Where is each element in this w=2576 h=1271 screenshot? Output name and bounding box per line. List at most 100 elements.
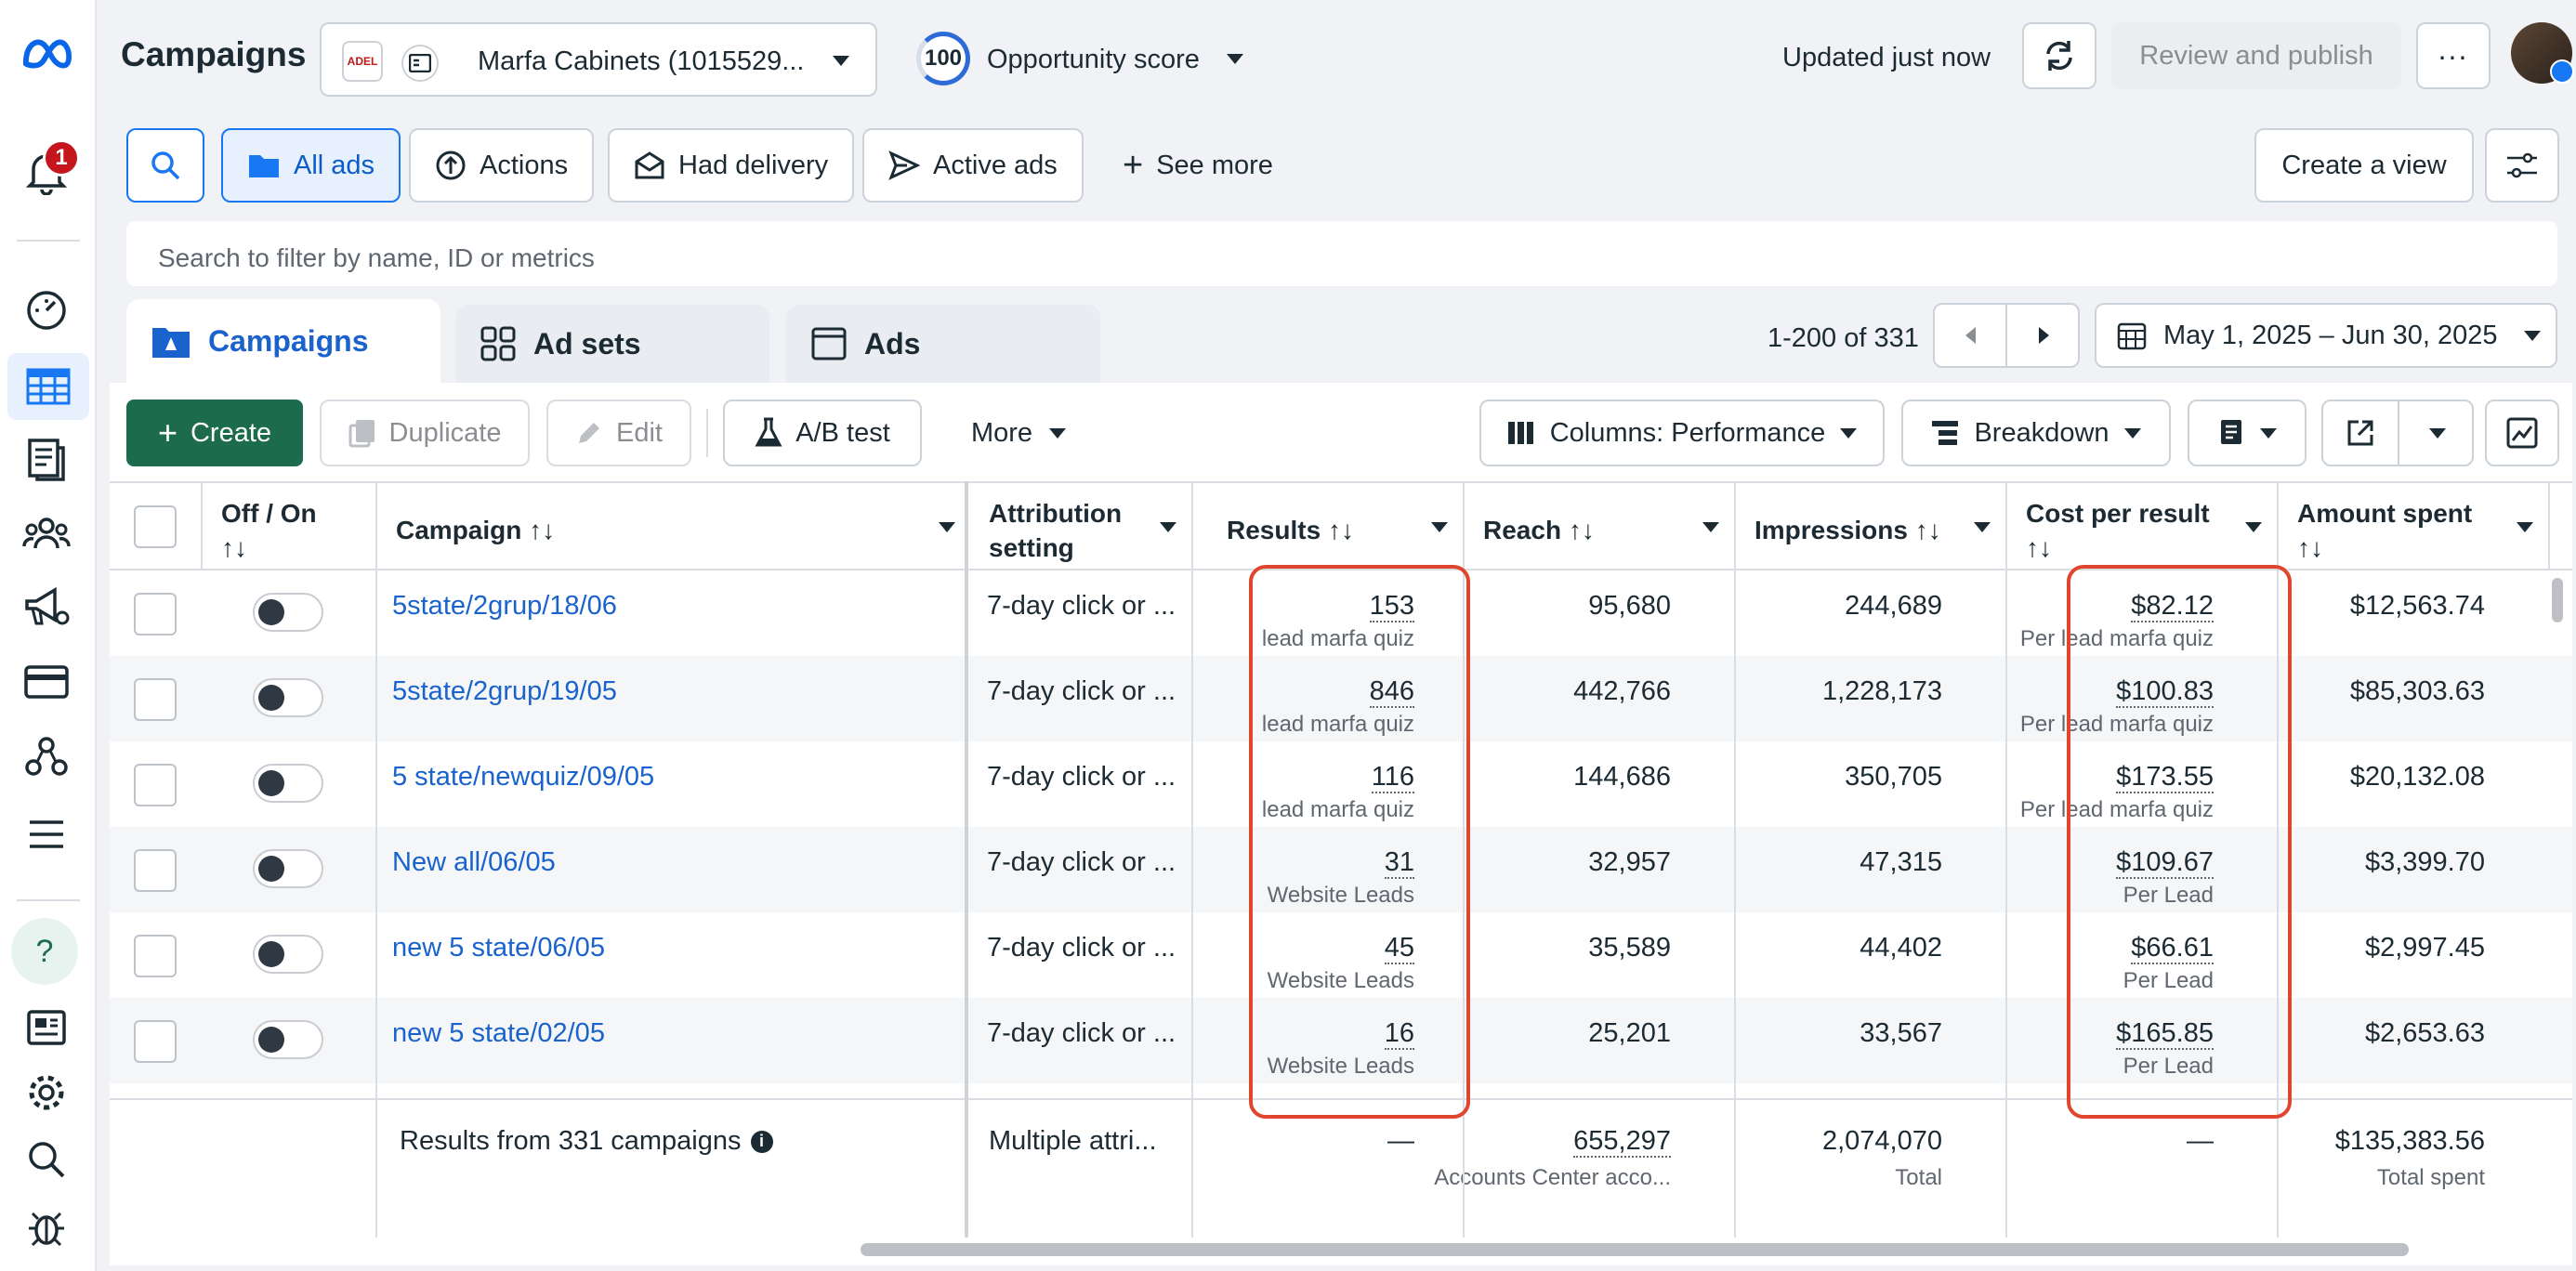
col-reach[interactable]: Reach ↑↓ <box>1483 516 1595 544</box>
results-value[interactable]: 31 <box>1384 847 1414 879</box>
meta-logo-icon[interactable] <box>20 28 72 80</box>
tab-campaigns[interactable]: Campaigns <box>126 299 440 383</box>
col-attribution[interactable]: Attribution setting <box>989 499 1123 562</box>
col-results[interactable]: Results ↑↓ <box>1227 516 1354 544</box>
vertical-scrollbar[interactable] <box>2552 578 2563 622</box>
chevron-down-icon[interactable] <box>1974 522 1991 532</box>
row-checkbox[interactable] <box>134 849 177 892</box>
select-all-checkbox[interactable] <box>134 505 177 548</box>
menu-icon[interactable] <box>20 808 72 860</box>
row-checkbox[interactable] <box>134 935 177 977</box>
table-row[interactable]: 5 state/newquiz/09/05 7-day click or ...… <box>110 741 2572 827</box>
row-checkbox[interactable] <box>134 764 177 806</box>
opportunity-score-label[interactable]: Opportunity score <box>987 45 1200 74</box>
cpr-value[interactable]: $82.12 <box>2131 591 2214 622</box>
results-value[interactable]: 16 <box>1384 1018 1414 1050</box>
tab-ads[interactable]: Ads <box>786 305 1100 383</box>
campaign-name-link[interactable]: New all/06/05 <box>392 847 556 877</box>
chevron-down-icon[interactable] <box>939 522 955 532</box>
more-actions-button[interactable]: More <box>939 400 1098 466</box>
row-checkbox[interactable] <box>134 593 177 636</box>
search-icon[interactable] <box>20 1133 72 1186</box>
chevron-down-icon[interactable] <box>2245 522 2262 532</box>
results-value[interactable]: 116 <box>1371 762 1414 793</box>
refresh-button[interactable] <box>2022 22 2096 89</box>
chevron-down-icon[interactable] <box>1227 54 1243 64</box>
dashboard-gauge-icon[interactable] <box>20 284 72 336</box>
opportunity-score-gauge[interactable]: 100 <box>916 32 970 85</box>
campaign-toggle[interactable] <box>253 593 323 632</box>
table-row[interactable]: new 5 state/06/05 7-day click or ... 45 … <box>110 912 2572 998</box>
review-publish-button[interactable]: Review and publish <box>2111 22 2401 89</box>
campaign-name-link[interactable]: 5 state/newquiz/09/05 <box>392 762 655 792</box>
col-campaign[interactable]: Campaign ↑↓ <box>396 516 556 544</box>
filter-all-ads[interactable]: All ads <box>221 128 401 203</box>
col-impressions[interactable]: Impressions ↑↓ <box>1755 516 1941 544</box>
cpr-value[interactable]: $173.55 <box>2116 762 2214 793</box>
table-row[interactable]: New all/06/05 7-day click or ... 31 Webs… <box>110 827 2572 912</box>
reports-icon[interactable] <box>20 433 72 485</box>
table-row[interactable]: new 5 state/02/05 7-day click or ... 16 … <box>110 998 2572 1083</box>
business-network-icon[interactable] <box>20 730 72 782</box>
campaign-toggle[interactable] <box>253 935 323 974</box>
ads-manager-table-icon[interactable] <box>7 353 89 420</box>
totals-reach[interactable]: 655,297 <box>1573 1126 1671 1158</box>
results-value[interactable]: 45 <box>1384 933 1414 964</box>
chevron-down-icon[interactable] <box>2517 522 2533 532</box>
account-selector[interactable]: ADEL Marfa Cabinets (1015529... <box>320 22 877 97</box>
campaign-toggle[interactable] <box>253 678 323 717</box>
horizontal-scrollbar[interactable] <box>861 1243 2409 1256</box>
filter-actions[interactable]: Actions <box>409 128 595 203</box>
search-input[interactable]: Search to filter by name, ID or metrics <box>126 221 2557 286</box>
charts-button[interactable] <box>2485 400 2559 466</box>
campaign-name-link[interactable]: 5state/2grup/19/05 <box>392 676 617 706</box>
ab-test-button[interactable]: A/B test <box>723 400 922 466</box>
edit-button[interactable]: Edit <box>546 400 691 466</box>
col-cost-per-result[interactable]: Cost per result ↑↓ <box>2026 499 2210 562</box>
cpr-value[interactable]: $165.85 <box>2116 1018 2214 1050</box>
more-options-button[interactable]: ... <box>2416 22 2491 89</box>
gear-icon[interactable] <box>20 1067 72 1119</box>
reports-dropdown-button[interactable] <box>2188 400 2307 466</box>
campaign-toggle[interactable] <box>253 849 323 888</box>
help-icon[interactable]: ? <box>11 918 78 985</box>
chevron-down-icon[interactable] <box>1431 522 1448 532</box>
results-value[interactable]: 846 <box>1369 676 1414 708</box>
cpr-value[interactable]: $109.67 <box>2116 847 2214 879</box>
filter-active-ads[interactable]: Active ads <box>862 128 1084 203</box>
tab-ad-sets[interactable]: Ad sets <box>455 305 769 383</box>
campaign-name-link[interactable]: 5state/2grup/18/06 <box>392 591 617 621</box>
chevron-down-icon[interactable] <box>1160 522 1176 532</box>
duplicate-button[interactable]: Duplicate <box>320 400 530 466</box>
megaphone-icon[interactable] <box>20 582 72 634</box>
bug-report-icon[interactable] <box>20 1200 72 1252</box>
filter-settings-button[interactable] <box>2485 128 2559 203</box>
audiences-icon[interactable] <box>20 507 72 559</box>
news-icon[interactable] <box>20 1002 72 1054</box>
row-checkbox[interactable] <box>134 1020 177 1063</box>
billing-card-icon[interactable] <box>20 656 72 708</box>
row-checkbox[interactable] <box>134 678 177 721</box>
filter-see-more[interactable]: + See more <box>1123 145 1273 185</box>
table-row[interactable]: 5state/2grup/18/06 7-day click or ... 15… <box>110 570 2572 656</box>
create-view-button[interactable]: Create a view <box>2254 128 2474 203</box>
filter-had-delivery[interactable]: Had delivery <box>608 128 855 203</box>
campaign-name-link[interactable]: new 5 state/06/05 <box>392 933 605 963</box>
breakdown-selector[interactable]: Breakdown <box>1901 400 2171 466</box>
next-page-button[interactable] <box>2007 305 2080 366</box>
cpr-value[interactable]: $66.61 <box>2131 933 2214 964</box>
campaign-name-link[interactable]: new 5 state/02/05 <box>392 1018 605 1048</box>
info-icon[interactable]: i <box>750 1130 773 1153</box>
campaign-toggle[interactable] <box>253 1020 323 1059</box>
date-range-picker[interactable]: May 1, 2025 – Jun 30, 2025 <box>2095 303 2557 368</box>
col-off-on[interactable]: Off / On ↑↓ <box>221 499 317 562</box>
chevron-down-icon[interactable] <box>1702 522 1719 532</box>
export-button[interactable] <box>2323 401 2399 465</box>
cpr-value[interactable]: $100.83 <box>2116 676 2214 708</box>
export-dropdown[interactable] <box>2401 401 2474 465</box>
results-value[interactable]: 153 <box>1369 591 1414 622</box>
table-row[interactable]: 5state/2grup/19/05 7-day click or ... 84… <box>110 656 2572 741</box>
prev-page-button[interactable] <box>1935 305 2007 366</box>
create-button[interactable]: + Create <box>126 400 303 466</box>
search-toggle-button[interactable] <box>126 128 204 203</box>
